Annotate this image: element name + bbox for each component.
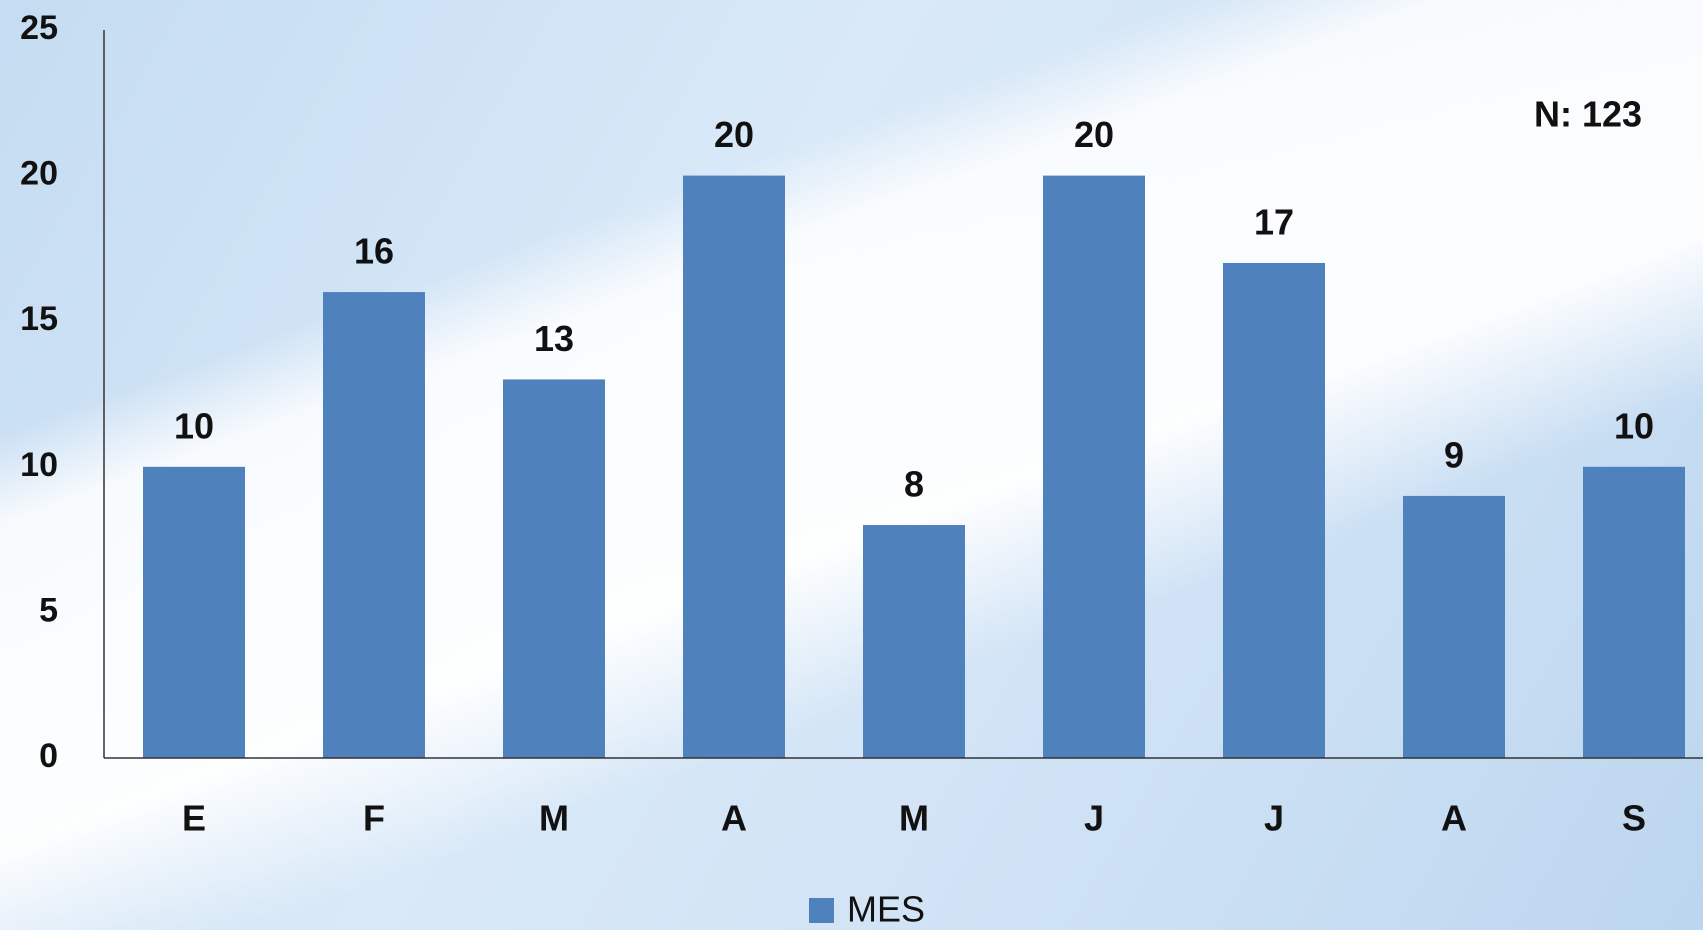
data-label: 9	[1444, 434, 1464, 475]
y-tick-label: 25	[20, 9, 58, 47]
y-tick-label: 15	[20, 300, 58, 338]
data-label: 17	[1254, 201, 1294, 242]
x-tick-label: M	[539, 798, 569, 839]
y-tick-label: 10	[20, 446, 58, 484]
data-label: 13	[534, 318, 574, 359]
data-label: 16	[354, 231, 394, 272]
bar	[1223, 262, 1325, 758]
x-tick-label: E	[182, 798, 206, 839]
legend-label: MES	[847, 889, 925, 930]
x-tick-label: F	[363, 798, 385, 839]
data-label: 10	[174, 405, 214, 446]
annotation: N: 123	[1534, 94, 1642, 135]
x-tick-label: S	[1622, 798, 1646, 839]
bar	[143, 466, 245, 758]
x-tick-label: J	[1264, 798, 1284, 839]
legend-swatch	[809, 898, 834, 923]
bar	[1583, 466, 1685, 758]
y-tick-label: 0	[39, 737, 58, 775]
bar	[503, 379, 605, 758]
bar	[683, 175, 785, 759]
y-tick-label: 5	[39, 591, 58, 629]
bar	[863, 525, 965, 758]
x-tick-label: M	[899, 798, 929, 839]
data-label: 20	[714, 114, 754, 155]
y-tick-label: 20	[20, 155, 58, 193]
data-label: 20	[1074, 114, 1114, 155]
data-label: 10	[1614, 405, 1654, 446]
bar	[323, 292, 425, 758]
x-tick-label: J	[1084, 798, 1104, 839]
bar	[1043, 175, 1145, 759]
x-tick-label: A	[1441, 798, 1467, 839]
data-label: 8	[904, 464, 924, 505]
x-tick-label: A	[721, 798, 747, 839]
bar	[1403, 495, 1505, 758]
